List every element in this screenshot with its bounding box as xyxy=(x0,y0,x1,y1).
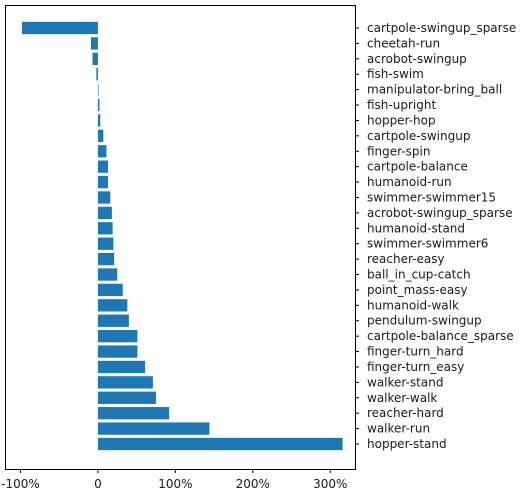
y-tick-label: walker-walk xyxy=(367,391,437,405)
bar-humanoid-stand xyxy=(97,222,113,235)
x-tick-label: 0 xyxy=(94,477,102,491)
y-tick-label: walker-run xyxy=(367,422,430,436)
y-tick-label: reacher-hard xyxy=(367,406,444,420)
y-tick-label: cartpole-balance xyxy=(367,160,468,174)
bar-fish-swim xyxy=(96,68,98,81)
bar-acrobot-swingup xyxy=(92,52,98,65)
x-tick-label: 100% xyxy=(158,477,192,491)
y-tick-label: hopper-stand xyxy=(367,437,447,451)
bar-walker-stand xyxy=(97,376,153,389)
bar-reacher-easy xyxy=(97,252,115,266)
bar-walker-walk xyxy=(97,391,156,404)
bar-swimmer-swimmer15 xyxy=(97,191,111,204)
y-tick-label: cartpole-swingup_sparse xyxy=(367,21,516,35)
x-axis-ticks: -100% 0 100% 200% 300% xyxy=(1,469,347,491)
y-tick-label: fish-upright xyxy=(367,98,436,112)
bar-pendulum-swingup xyxy=(97,314,129,327)
y-tick-label: swimmer-swimmer15 xyxy=(367,190,496,204)
y-tick-label: swimmer-swimmer6 xyxy=(367,237,488,251)
bar-cheetah-run xyxy=(90,37,98,50)
y-tick-label: humanoid-stand xyxy=(367,221,465,235)
bar-cartpole-balance_sparse xyxy=(97,329,138,343)
x-tick-label: 300% xyxy=(313,477,347,491)
y-tick-label: acrobot-swingup xyxy=(367,52,467,66)
y-tick-label: cartpole-balance_sparse xyxy=(367,329,514,343)
y-tick-label: cheetah-run xyxy=(367,36,440,50)
bar-fish-upright xyxy=(97,98,100,112)
bar-finger-turn_hard xyxy=(97,345,138,358)
bar-humanoid-run xyxy=(97,175,108,189)
y-tick-label: hopper-hop xyxy=(367,113,436,127)
y-tick-label: manipulator-bring_ball xyxy=(367,83,502,97)
y-tick-label: humanoid-walk xyxy=(367,298,459,312)
y-tick-label: walker-stand xyxy=(367,375,443,389)
bar-cartpole-swingup xyxy=(97,129,104,143)
bar-cartpole-swingup_sparse xyxy=(22,21,98,35)
bars-group xyxy=(22,21,343,451)
y-tick-label: finger-turn_easy xyxy=(367,360,464,374)
bar-finger-spin xyxy=(97,145,107,158)
bar-reacher-hard xyxy=(97,407,170,420)
y-tick-label: fish-swim xyxy=(367,67,424,81)
bar-walker-run xyxy=(97,422,210,435)
bar-hopper-hop xyxy=(97,114,101,127)
y-tick-label: point_mass-easy xyxy=(367,283,468,297)
bar-humanoid-walk xyxy=(97,299,128,312)
bar-point_mass-easy xyxy=(97,283,123,297)
bar-ball_in_cup-catch xyxy=(97,268,118,281)
y-tick-label: acrobot-swingup_sparse xyxy=(367,206,513,220)
y-tick-label: finger-spin xyxy=(367,144,430,158)
y-tick-label: cartpole-swingup xyxy=(367,129,470,143)
bar-cartpole-balance xyxy=(97,160,108,173)
y-tick-label: finger-turn_hard xyxy=(367,345,464,359)
bar-manipulator-bring_ball xyxy=(97,83,99,96)
x-tick-label: -100% xyxy=(1,477,40,491)
bar-hopper-stand xyxy=(97,437,343,451)
x-tick-label: 200% xyxy=(236,477,270,491)
bar-swimmer-swimmer6 xyxy=(97,237,114,250)
y-tick-label: reacher-easy xyxy=(367,252,445,266)
y-tick-label: ball_in_cup-catch xyxy=(367,268,471,282)
bar-acrobot-swingup_sparse xyxy=(97,206,112,220)
bar-finger-turn_easy xyxy=(97,360,146,374)
y-tick-label: humanoid-run xyxy=(367,175,452,189)
y-tick-label: pendulum-swingup xyxy=(367,314,482,328)
axes-group xyxy=(5,5,356,470)
